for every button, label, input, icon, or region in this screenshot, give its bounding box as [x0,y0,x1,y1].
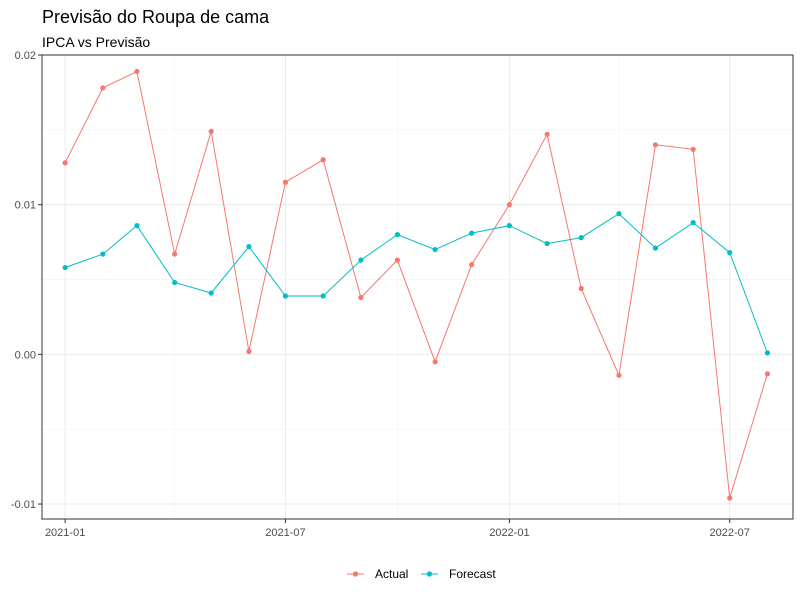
data-point-forecast [358,257,364,263]
data-point-forecast [690,220,696,226]
data-point-forecast [282,293,289,299]
x-tick-label: 2021-01 [45,527,85,539]
y-tick-label: 0.01 [15,200,36,212]
x-tick-label: 2022-07 [710,527,750,539]
data-point-forecast [469,230,475,236]
data-point-actual [506,202,512,208]
data-point-actual [246,348,252,354]
data-point-actual [172,251,178,257]
axes: -0.01 0.00 0.01 0.02 2021-01 2021-07 2022-01 20… [11,50,750,539]
grid [42,54,793,519]
data-point-actual [616,372,622,378]
legend-key-point-actual [352,571,359,577]
x-tick-label: 2022-01 [489,527,529,539]
data-point-forecast [100,251,106,257]
data-point-actual [652,142,659,148]
data-point-forecast [506,223,512,229]
data-point-actual [62,160,68,166]
data-point-actual [469,261,475,268]
legend: Actual Forecast [347,567,496,581]
data-point-forecast [544,240,550,247]
data-point-forecast [208,290,214,296]
data-point-forecast [616,211,622,217]
data-point-forecast [578,235,584,241]
data-point-forecast [652,245,659,251]
legend-key-point-forecast [426,571,433,577]
data-point-actual [320,157,326,163]
data-point-actual [727,495,733,501]
data-point-forecast [62,264,68,271]
data-point-actual [764,371,771,377]
y-tick-label: 0.00 [15,349,36,361]
data-point-actual [358,294,364,301]
data-point-forecast [172,279,178,286]
y-tick-label: 0.02 [15,50,36,62]
data-point-actual [432,359,438,365]
data-point-actual [544,131,550,137]
data-point-actual [282,179,289,185]
x-tick-label: 2021-07 [265,527,305,539]
data-point-actual [100,85,106,91]
data-point-forecast [432,246,438,253]
data-point-forecast [764,350,771,356]
series-line-forecast [64,213,768,354]
data-point-forecast [727,249,733,256]
data-point-actual [690,146,696,152]
y-tick-label: -0.01 [11,499,36,511]
series-line-actual [64,70,768,499]
data-point-actual [578,285,584,292]
data-point-actual [394,257,401,263]
series-layer [62,68,771,501]
legend-label-actual: Actual [375,567,408,581]
data-point-actual [208,128,214,134]
chart-title: Previsão do Roupa de cama [42,7,270,27]
data-point-actual [134,68,140,75]
chart-subtitle: IPCA vs Previsão [42,34,150,50]
data-point-forecast [320,293,326,299]
data-point-forecast [134,223,140,229]
data-point-forecast [394,232,401,238]
data-point-forecast [246,243,252,250]
legend-label-forecast: Forecast [449,567,496,581]
panel-border [41,54,794,520]
